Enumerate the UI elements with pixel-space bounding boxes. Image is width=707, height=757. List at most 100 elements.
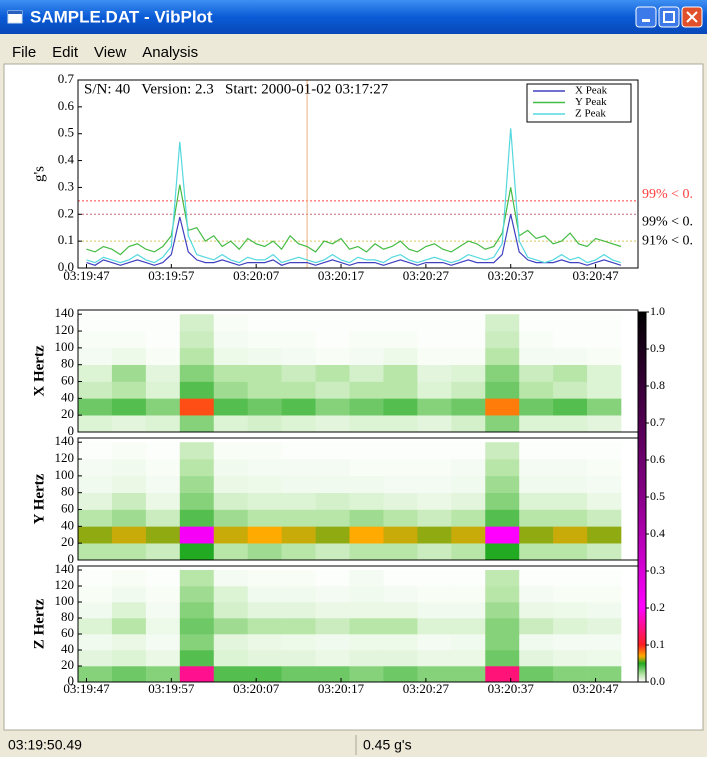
- x-tick-label: 03:20:27: [403, 681, 450, 696]
- minimize-button[interactable]: [636, 7, 656, 27]
- heat-cell: [112, 543, 146, 560]
- menu-item[interactable]: View: [94, 44, 126, 61]
- heat-cell: [282, 459, 316, 476]
- heat-cell: [350, 398, 384, 415]
- minimize-icon: [642, 19, 650, 22]
- heat-cell: [146, 586, 180, 602]
- heat-cell: [553, 634, 587, 650]
- heat-cell: [316, 510, 350, 527]
- x-tick-label: 03:20:07: [233, 268, 280, 283]
- heat-cell: [485, 586, 519, 602]
- heat-cell: [214, 476, 248, 493]
- heat-cell: [417, 365, 451, 382]
- heat-cell: [112, 314, 146, 331]
- heat-cell: [316, 382, 350, 399]
- heat-cell: [214, 570, 248, 586]
- maximize-button[interactable]: [659, 7, 679, 27]
- heat-cell: [451, 331, 485, 348]
- heat-cell: [587, 331, 621, 348]
- heat-cell: [519, 398, 553, 415]
- heat-cell: [214, 493, 248, 510]
- y-tick-label: 0.7: [58, 71, 75, 86]
- heat-cell: [451, 666, 485, 682]
- heat-cell: [248, 493, 282, 510]
- heat-cell: [214, 314, 248, 331]
- y-tick-label: 60: [61, 501, 74, 516]
- heat-cell: [451, 634, 485, 650]
- heat-cell: [180, 331, 214, 348]
- heat-cell: [180, 382, 214, 399]
- y-tick-label: 60: [61, 373, 74, 388]
- heat-cell: [587, 415, 621, 432]
- colorbar-tick-label: 0.7: [650, 415, 665, 429]
- y-axis-label: Z Hertz: [31, 598, 47, 649]
- heat-cell: [485, 602, 519, 618]
- heat-cell: [485, 398, 519, 415]
- heat-cell: [553, 415, 587, 432]
- heat-cell: [78, 634, 112, 650]
- heat-cell: [587, 348, 621, 365]
- heat-cell: [587, 586, 621, 602]
- heat-cell: [180, 543, 214, 560]
- heat-cell: [417, 634, 451, 650]
- heat-cell: [146, 510, 180, 527]
- heat-cell: [282, 382, 316, 399]
- heat-cell: [282, 650, 316, 666]
- y-tick-label: 140: [55, 561, 75, 576]
- heat-cell: [282, 570, 316, 586]
- heat-cell: [214, 398, 248, 415]
- heat-cell: [451, 415, 485, 432]
- menu-item[interactable]: Edit: [52, 44, 79, 61]
- heat-cell: [214, 650, 248, 666]
- heat-cell: [112, 398, 146, 415]
- heat-cell: [112, 493, 146, 510]
- x-tick-label: 03:20:37: [488, 681, 535, 696]
- heat-cell: [553, 442, 587, 459]
- heat-cell: [146, 398, 180, 415]
- heat-cell: [383, 526, 417, 543]
- heat-cell: [282, 365, 316, 382]
- y-tick-label: 0.6: [58, 98, 75, 113]
- heat-cell: [282, 543, 316, 560]
- heat-cell: [451, 543, 485, 560]
- heat-cell: [282, 476, 316, 493]
- heat-cell: [146, 526, 180, 543]
- legend-label: Z Peak: [575, 108, 606, 120]
- heat-cell: [282, 526, 316, 543]
- heat-cell: [350, 526, 384, 543]
- heat-cell: [248, 602, 282, 618]
- heat-cell: [112, 415, 146, 432]
- heat-cell: [78, 398, 112, 415]
- heat-cell: [587, 442, 621, 459]
- heat-cell: [417, 618, 451, 634]
- colorbar-tick-label: 0.0: [650, 674, 665, 688]
- menu-item[interactable]: Analysis: [142, 44, 198, 61]
- heat-cell: [417, 526, 451, 543]
- heat-cell: [350, 365, 384, 382]
- heat-cell: [417, 650, 451, 666]
- heat-cell: [350, 543, 384, 560]
- annotation: S/N: 40 Version: 2.3 Start: 2000-01-02 0…: [84, 81, 389, 97]
- heat-cell: [485, 314, 519, 331]
- heat-cell: [214, 586, 248, 602]
- heat-cell: [553, 543, 587, 560]
- y-tick-label: 80: [61, 609, 74, 624]
- heat-cell: [587, 634, 621, 650]
- heat-cell: [383, 634, 417, 650]
- heat-cell: [553, 618, 587, 634]
- menu-item[interactable]: File: [12, 44, 36, 61]
- heat-cell: [519, 543, 553, 560]
- heat-cell: [316, 666, 350, 682]
- heat-cell: [214, 666, 248, 682]
- heat-cell: [78, 618, 112, 634]
- y-tick-label: 100: [55, 593, 75, 608]
- colorbar: [638, 312, 646, 682]
- heat-cell: [316, 618, 350, 634]
- heat-cell: [180, 618, 214, 634]
- heat-cell: [350, 510, 384, 527]
- y-tick-label: 40: [61, 517, 74, 532]
- heat-cell: [78, 570, 112, 586]
- heat-cell: [146, 365, 180, 382]
- heat-cell: [282, 634, 316, 650]
